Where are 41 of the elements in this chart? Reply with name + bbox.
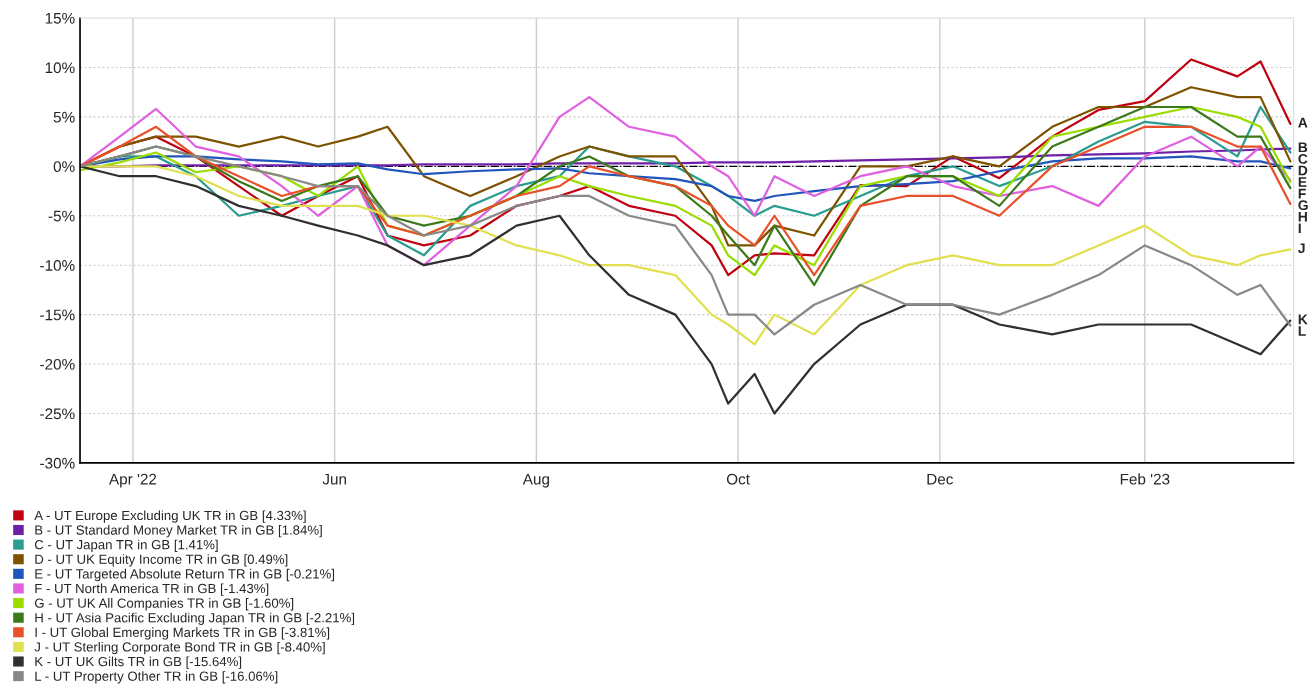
y-tick-label: -10% [40, 260, 75, 271]
text: D [1298, 165, 1308, 176]
y-tick-label: 10% [45, 62, 75, 74]
text: L [1298, 326, 1306, 336]
legend-label: H - UT Asia Pacific Excluding Japan TR in GB [-2.21%] [35, 612, 355, 625]
x-tick-label: Apr '22 [109, 473, 157, 488]
legend-label: C - UT Japan TR in GB [1.41%] [34, 539, 218, 552]
legend-label: G - UT UK All Companies TR in GB [-1.60%] [34, 598, 294, 611]
legend-label: I - UT Global Emerging Markets TR in GB [-3.81%] [35, 627, 330, 640]
text: H [1298, 211, 1307, 222]
text: F [1298, 188, 1306, 199]
y-tick-label: -20% [40, 358, 75, 370]
y-tick-label: 0% [53, 161, 75, 173]
text: E [1298, 177, 1307, 187]
text: A [1298, 117, 1308, 128]
x-tick-label: Aug [522, 473, 549, 488]
text: G [1298, 200, 1308, 211]
x-tick-label: Dec [927, 473, 953, 485]
legend-label: E - UT Targeted Absolute Return TR in GB [-0.21%] [35, 568, 335, 582]
legend-label: D - UT UK Equity Income TR in GB [0.49%] [35, 554, 288, 567]
y-tick-label: -25% [40, 408, 75, 420]
text: B [1298, 142, 1308, 153]
x-tick-label: Oct [726, 473, 750, 485]
text: K [1298, 314, 1308, 325]
legend-label: L - UT Property Other TR in GB [-16.06%] [35, 671, 278, 684]
text: J [1298, 243, 1305, 254]
x-tick-label: Jun [322, 473, 346, 485]
y-tick-label: -15% [40, 309, 75, 321]
y-tick-label: -5% [48, 210, 75, 222]
legend-label: F - UT North America TR in GB [-1.43%] [35, 583, 269, 596]
line-series [80, 165, 1292, 415]
legend-label: J - UT Sterling Corporate Bond TR in GB [-8.40%] [34, 641, 325, 655]
y-tick-label: 15% [45, 12, 75, 24]
text: I [1298, 223, 1301, 234]
legend-label: K - UT UK Gilts TR in GB [-15.64%] [35, 656, 242, 669]
y-tick-label: -30% [40, 457, 75, 469]
legend-label: B - UT Standard Money Market TR in GB [1.84%] [35, 525, 322, 538]
x-tick-label: Feb '23 [1120, 473, 1170, 485]
text: C [1298, 153, 1308, 164]
y-tick-label: 5% [53, 111, 75, 123]
legend-label: A - UT Europe Excluding UK TR in GB [4.33%] [34, 510, 306, 523]
